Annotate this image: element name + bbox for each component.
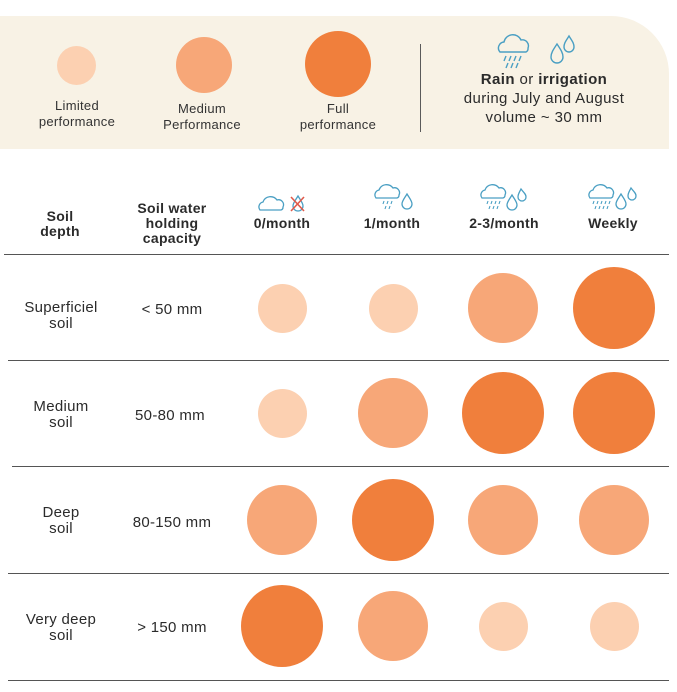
- rain-drop-icon: [374, 184, 413, 210]
- row-soil-label-2: Deep soil: [42, 504, 80, 537]
- row-separator: [8, 680, 669, 681]
- row-separator: [12, 466, 669, 467]
- row-capacity-3: > 150 mm: [137, 619, 207, 636]
- performance-dot-full: [573, 372, 655, 454]
- performance-dot-limited: [478, 601, 528, 651]
- rain-description: Rain or irrigation during July and Augus…: [463, 71, 625, 126]
- legend-divider: [420, 44, 421, 132]
- column-header-0: 0/month: [253, 215, 311, 231]
- performance-dot-medium: [579, 485, 649, 555]
- performance-dot-full: [462, 372, 544, 454]
- legend-dot-full: [305, 31, 371, 97]
- performance-dot-limited: [257, 388, 307, 438]
- row-soil-label-3: Very deep soil: [25, 611, 97, 644]
- legend-label-full: Full performance: [299, 101, 377, 132]
- header-soil-depth: Soil depth: [40, 208, 80, 239]
- column-header-1: 1/month: [363, 215, 421, 231]
- row-capacity-0: < 50 mm: [141, 301, 203, 318]
- row-separator: [8, 573, 669, 574]
- legend-panel: Limited performance Medium Performance F…: [0, 16, 669, 149]
- row-separator: [8, 360, 669, 361]
- no-rain-icon: [258, 194, 305, 212]
- heavy-rain-drops-icon: [588, 184, 637, 210]
- row-capacity-1: 50-80 mm: [135, 407, 205, 424]
- performance-dot-limited: [589, 601, 639, 651]
- performance-dot-full: [241, 585, 323, 667]
- column-header-2: 2-3/month: [469, 215, 539, 231]
- water-drops-icon: [550, 34, 575, 64]
- performance-dot-medium: [468, 485, 538, 555]
- row-capacity-2: 80-150 mm: [132, 514, 212, 531]
- performance-dot-medium: [247, 485, 317, 555]
- legend-label-medium: Medium Performance: [163, 101, 241, 132]
- rain-drops-icon: [480, 184, 527, 211]
- performance-dot-medium: [468, 273, 538, 343]
- performance-dot-limited: [368, 283, 418, 333]
- performance-dot-full: [573, 267, 655, 349]
- performance-dot-limited: [257, 283, 307, 333]
- row-soil-label-0: Superficiel soil: [24, 299, 98, 332]
- rain-cloud-icon: [497, 34, 575, 69]
- performance-dot-full: [352, 479, 434, 561]
- performance-dot-medium: [358, 378, 428, 448]
- legend-dot-limited: [57, 46, 96, 85]
- column-header-3: Weekly: [588, 215, 638, 231]
- legend-dot-medium: [176, 37, 232, 93]
- legend-label-limited: Limited performance: [38, 98, 116, 129]
- row-soil-label-1: Medium soil: [33, 398, 89, 431]
- performance-dot-medium: [358, 591, 428, 661]
- header-capacity: Soil water holding capacity: [137, 200, 207, 246]
- row-separator: [4, 254, 669, 255]
